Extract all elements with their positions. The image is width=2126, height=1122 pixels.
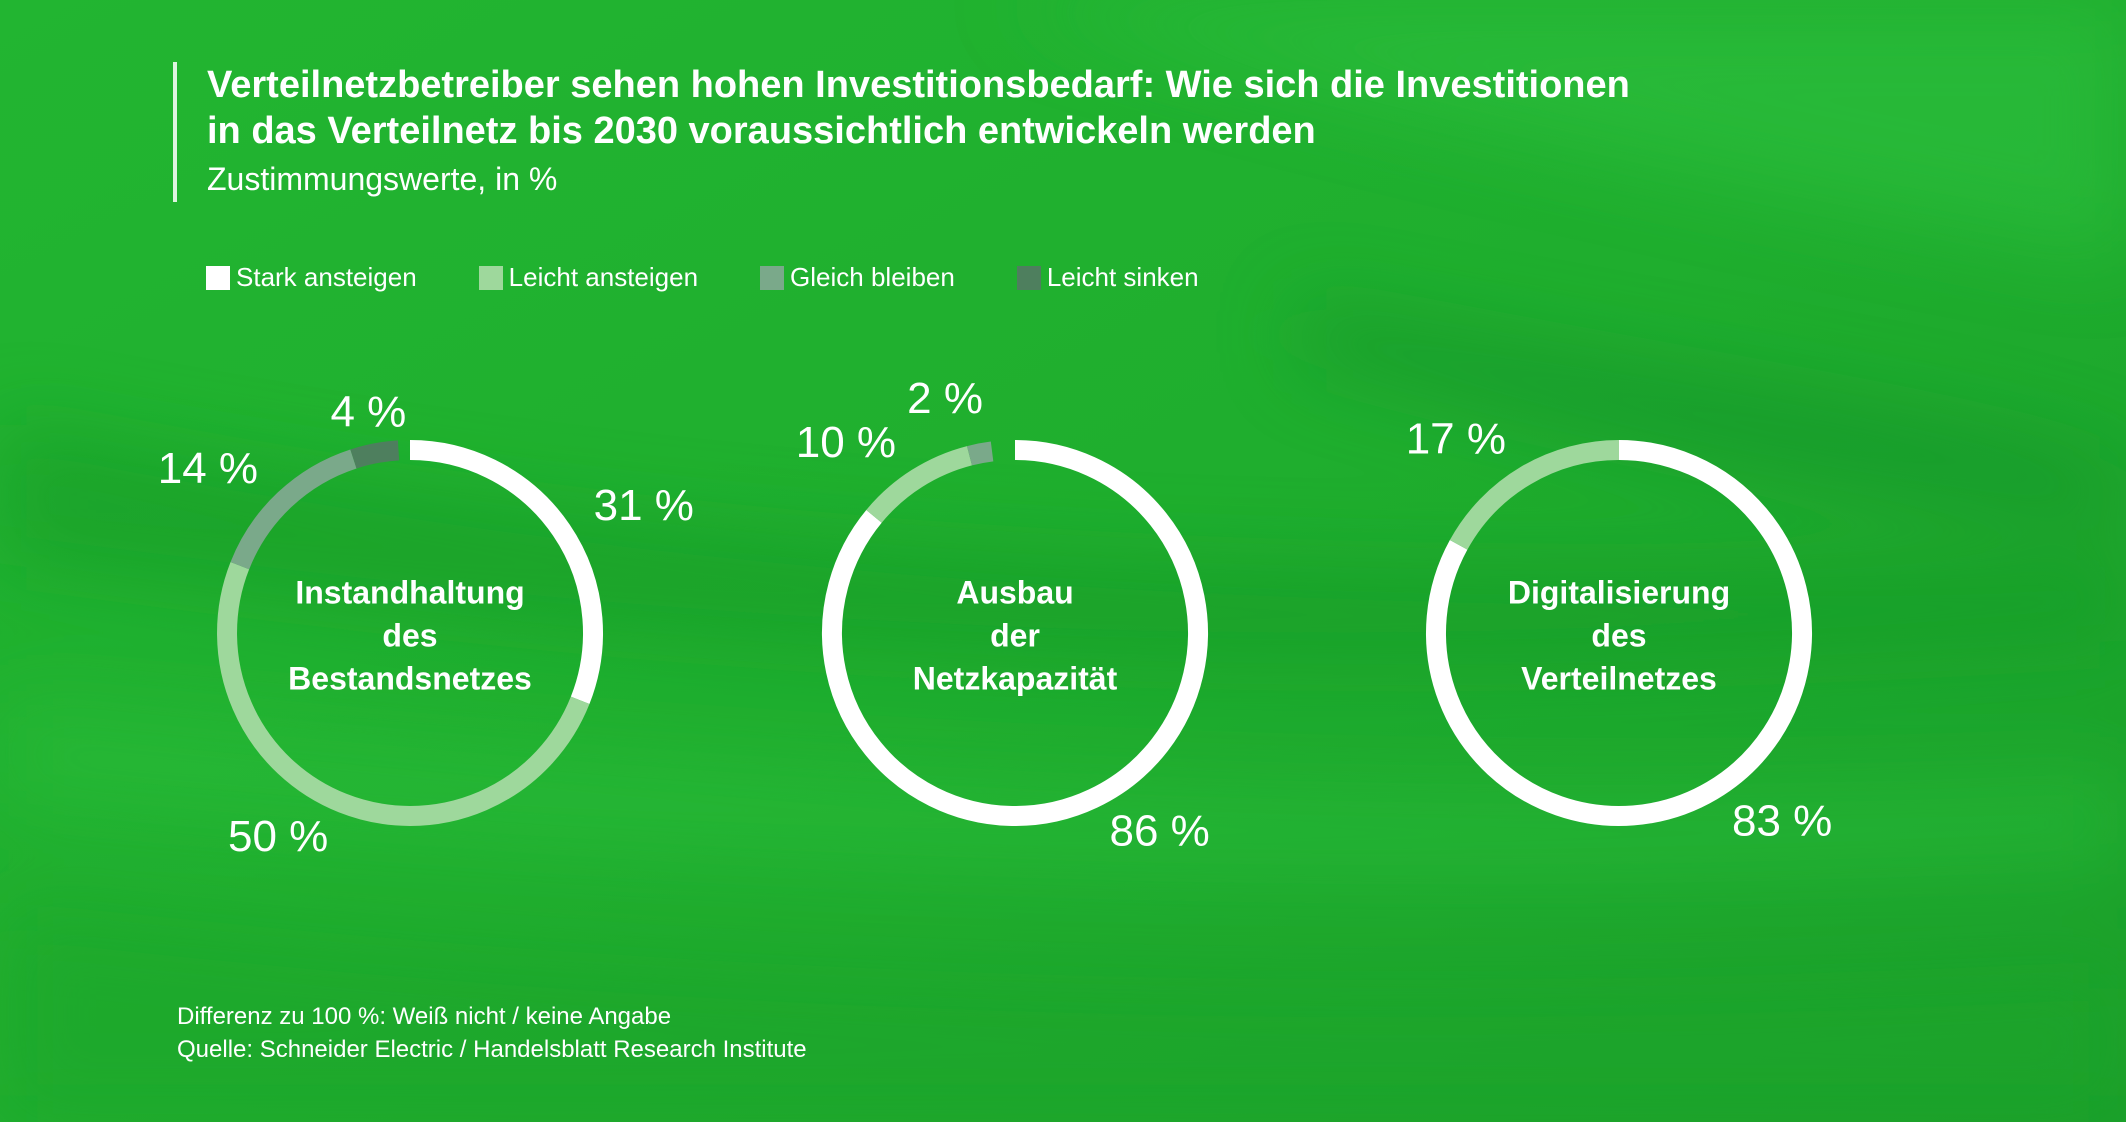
donut-segment-leicht-ansteigen: [1449, 440, 1620, 550]
chart-title-line-2: in das Verteilnetz bis 2030 voraussichtl…: [207, 110, 1316, 152]
donut-center-label: Instandhaltung: [295, 574, 524, 610]
legend-item-gleich-bleiben: Gleich bleiben: [760, 262, 955, 293]
donut-center-label: des: [1591, 617, 1646, 653]
data-label: 4 %: [330, 388, 406, 437]
donut-segment-leicht-ansteigen: [866, 446, 973, 523]
donut-center-label: Digitalisierung: [1508, 574, 1730, 610]
donut-center-label: Netzkapazität: [913, 660, 1118, 696]
data-label: 2 %: [907, 374, 983, 423]
legend-label: Gleich bleiben: [790, 262, 955, 292]
data-label: 50 %: [228, 812, 328, 861]
legend-label: Leicht ansteigen: [508, 262, 699, 292]
donut-segment-stark-ansteigen: [822, 440, 1208, 826]
data-label: 31 %: [594, 481, 694, 530]
data-label: 83 %: [1732, 797, 1832, 846]
data-label: 10 %: [796, 418, 896, 467]
legend-item-stark-ansteigen: Stark ansteigen: [206, 262, 417, 293]
legend-item-leicht-sinken: Leicht sinken: [1016, 262, 1199, 293]
title-block: Verteilnetzbetreiber sehen hohen Investi…: [173, 62, 1630, 202]
donut-segment-gleich-bleiben: [230, 449, 357, 570]
legend: Stark ansteigen Leicht ansteigen Gleich …: [206, 262, 1261, 293]
legend-item-leicht-ansteigen: Leicht ansteigen: [478, 262, 699, 293]
legend-label: Stark ansteigen: [236, 262, 417, 292]
legend-swatch: [478, 265, 503, 290]
donut-segment-stark-ansteigen: [409, 440, 603, 705]
donut-center-label: Ausbau: [956, 574, 1073, 610]
donut-center-label: Verteilnetzes: [1521, 660, 1717, 696]
donut-segment-gleich-bleiben: [967, 441, 994, 466]
source-note: Quelle: Schneider Electric / Handelsblat…: [177, 1036, 807, 1063]
legend-swatch: [1016, 265, 1041, 290]
legend-swatch: [206, 265, 230, 290]
donut-segment-stark-ansteigen: [1426, 440, 1812, 826]
chart-subtitle: Zustimmungswerte, in %: [207, 161, 558, 197]
legend-label: Leicht sinken: [1046, 262, 1199, 292]
data-label: 86 %: [1110, 806, 1210, 855]
donut-segment-leicht-ansteigen: [217, 561, 590, 826]
donut-segment-leicht-sinken: [350, 440, 400, 469]
data-label: 14 %: [158, 444, 258, 493]
donut-center-label: der: [990, 617, 1040, 653]
data-label: 17 %: [1406, 415, 1506, 464]
legend-swatch: [760, 265, 785, 290]
footnote: Differenz zu 100 %: Weiß nicht / keine A…: [177, 1003, 672, 1030]
footer: Differenz zu 100 %: Weiß nicht / keine A…: [177, 1000, 807, 1066]
donut-center-label: Bestandsnetzes: [288, 660, 532, 696]
chart-title-line-1: Verteilnetzbetreiber sehen hohen Investi…: [207, 64, 1630, 106]
donut-center-label: des: [382, 617, 437, 653]
